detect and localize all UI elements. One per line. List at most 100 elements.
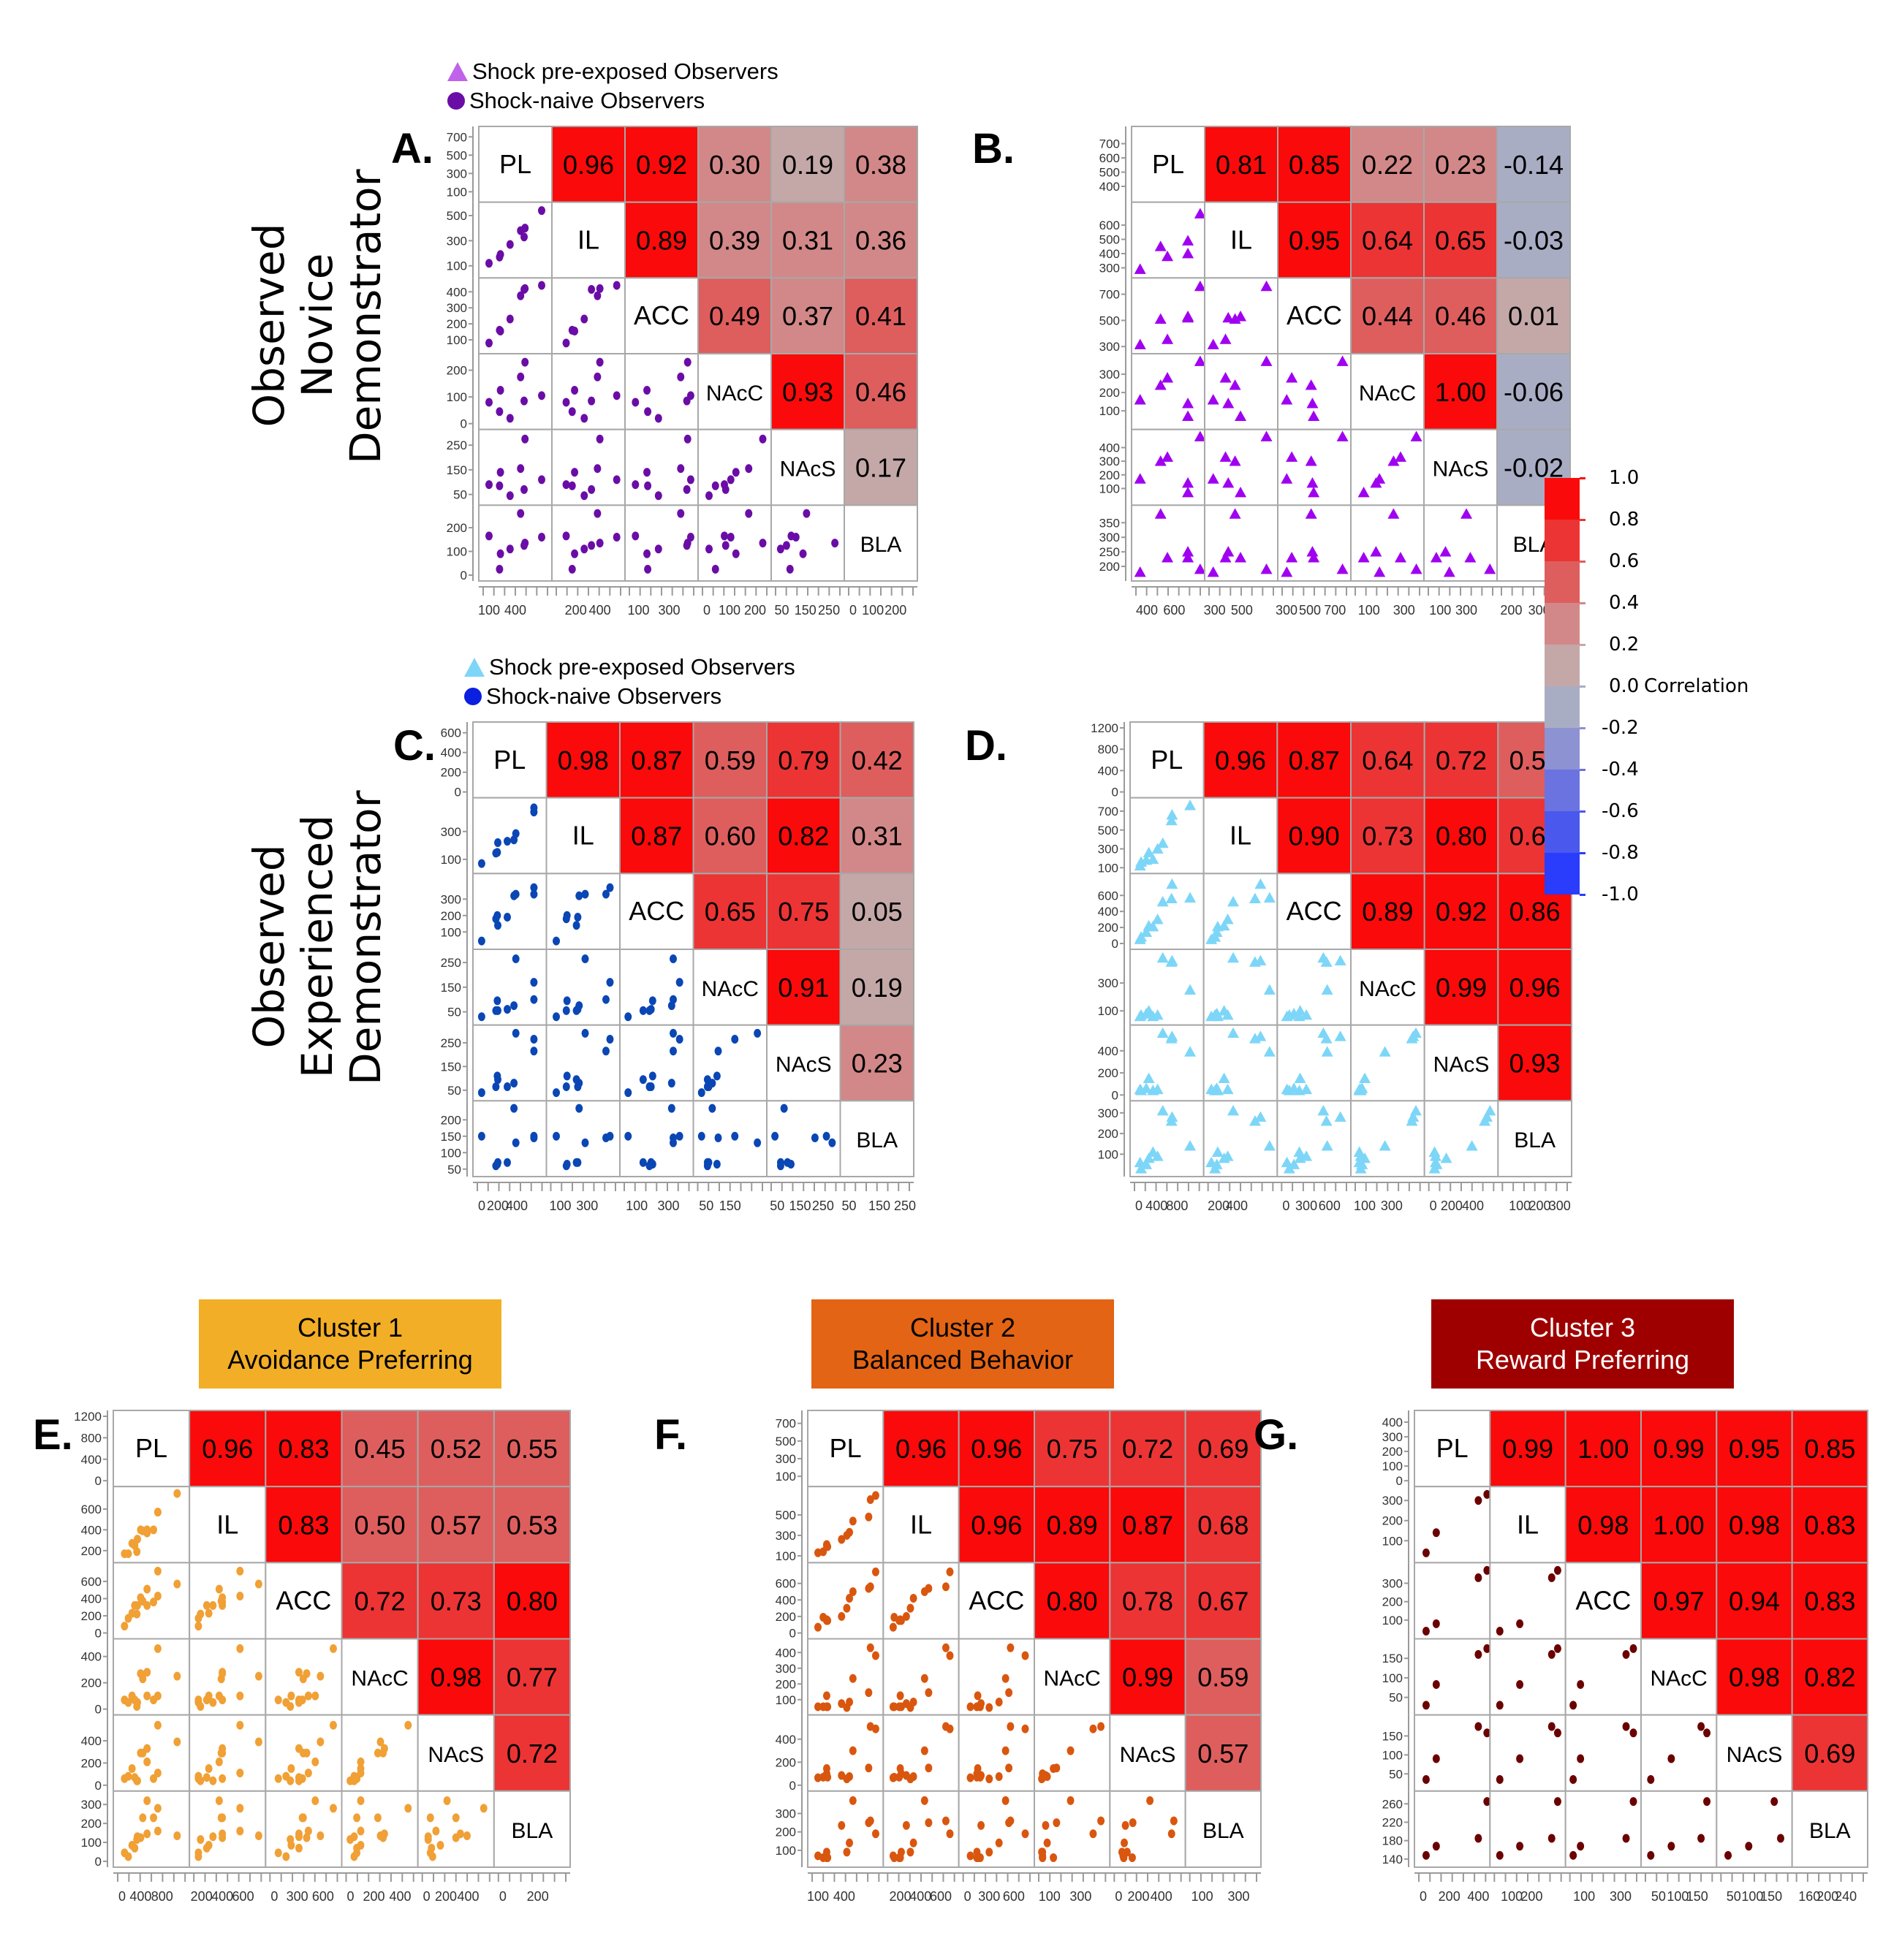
data-point: [571, 549, 579, 558]
data-point: [494, 1075, 501, 1085]
data-point: [504, 1158, 511, 1167]
data-point: [563, 1160, 571, 1169]
correlation-label: 0.95: [1729, 1434, 1780, 1464]
scatter-cell: [1350, 504, 1425, 582]
data-point: [504, 1082, 511, 1091]
y-tick-label: 500: [447, 209, 467, 223]
panel-letter: D.: [965, 722, 1007, 770]
scatter-cell: [1564, 1790, 1643, 1868]
data-point: [1516, 1680, 1524, 1690]
correlation-label: 1.00: [1577, 1434, 1629, 1464]
data-point: [643, 549, 651, 558]
circle-marker-icon: [464, 688, 482, 705]
matrix-cells: PL 0.96 0.92 0.30 0.19 0.38 IL 0.89 0.39 0.31 0.36…: [478, 126, 918, 582]
cluster-2-header: Cluster 2 Balanced Behavior: [811, 1299, 1114, 1389]
data-point: [1629, 1797, 1637, 1807]
data-point: [575, 1001, 583, 1011]
data-point: [496, 468, 504, 477]
cluster-title: Cluster 1: [297, 1313, 404, 1342]
data-point: [588, 485, 596, 494]
y-tick-label: 100: [447, 390, 467, 404]
colorbar-tick-label: -1.0: [1602, 884, 1639, 905]
data-point: [1547, 1649, 1556, 1659]
data-point: [759, 539, 767, 548]
variable-label: IL: [1230, 225, 1252, 255]
data-point: [563, 911, 571, 920]
data-point: [667, 1104, 675, 1113]
y-tick-label: 50: [453, 488, 467, 502]
correlation-label: 0.91: [778, 973, 829, 1003]
y-axes: 7006005004006005004003007005003003002001…: [1099, 126, 1126, 581]
data-point: [506, 240, 514, 249]
scatter-cell: [551, 353, 626, 430]
data-point: [485, 398, 493, 407]
x-tick-label: 240: [1835, 1889, 1857, 1904]
data-point: [784, 1158, 792, 1167]
data-point: [643, 468, 651, 477]
legend-label: Shock-naive Observers: [469, 88, 705, 113]
diagonal-cell: [624, 277, 699, 355]
data-point: [799, 549, 807, 558]
colorbar-tick-label: 1.0: [1609, 467, 1640, 489]
data-point: [1577, 1842, 1585, 1851]
x-tick-label: 100: [1501, 1889, 1523, 1904]
data-point: [1697, 1722, 1705, 1731]
data-point: [563, 996, 571, 1006]
y-tick-label: 300: [1382, 1576, 1403, 1590]
data-point: [496, 407, 504, 417]
data-point: [477, 859, 485, 868]
data-point: [510, 1001, 518, 1011]
data-point: [705, 491, 713, 501]
correlation-cell: [1277, 201, 1352, 279]
correlation-cell: [844, 201, 918, 279]
data-point: [530, 883, 538, 892]
y-tick-label: 0: [455, 786, 461, 799]
cluster-subtitle: Avoidance Preferring: [227, 1345, 473, 1375]
colorbar-tick: [1580, 769, 1585, 771]
data-point: [1496, 1850, 1504, 1860]
x-tick-label: 500: [1299, 603, 1321, 618]
y-tick-label: 100: [1382, 1614, 1403, 1627]
data-point: [1222, 398, 1235, 409]
correlation-label: 0.87: [631, 745, 682, 775]
data-point: [1410, 563, 1422, 574]
x-tick-label: 200: [884, 603, 906, 618]
correlation-label: 0.46: [1435, 301, 1486, 331]
data-point: [1222, 476, 1235, 488]
data-point: [1387, 508, 1400, 519]
legend-novice: Shock pre-exposed Observers Shock-naive …: [447, 57, 778, 115]
variable-label: ACC: [629, 896, 684, 926]
data-point: [1162, 552, 1174, 563]
colorbar-tick: [1580, 685, 1585, 688]
correlation-label: 0.92: [636, 150, 687, 180]
correlation-cell: [766, 949, 841, 1026]
data-point: [1165, 814, 1178, 826]
y-tick-label: 500: [1099, 233, 1120, 247]
data-point: [1281, 394, 1293, 405]
data-point: [711, 481, 719, 490]
data-point: [1703, 1797, 1711, 1807]
data-point: [517, 509, 525, 518]
data-point: [705, 544, 713, 554]
x-tick-label: 50: [1651, 1889, 1666, 1904]
data-point: [654, 544, 662, 554]
data-point: [792, 533, 800, 542]
data-point: [506, 491, 514, 501]
data-point: [771, 1131, 779, 1141]
data-point: [530, 995, 538, 1004]
y-tick-label: 200: [447, 521, 467, 535]
data-point: [1647, 1775, 1655, 1785]
data-point: [494, 838, 501, 848]
data-point: [504, 837, 511, 846]
x-tick-label: 200: [1500, 603, 1522, 618]
data-point: [1430, 552, 1442, 563]
data-point: [580, 314, 588, 324]
x-tick-label: 100: [549, 1199, 571, 1213]
y-tick-label: 100: [1099, 404, 1120, 418]
data-point: [1629, 1644, 1637, 1653]
diagonal-cell: [1131, 126, 1205, 203]
colorbar-tick: [1580, 810, 1585, 813]
colorbar-segment: [1545, 603, 1580, 645]
